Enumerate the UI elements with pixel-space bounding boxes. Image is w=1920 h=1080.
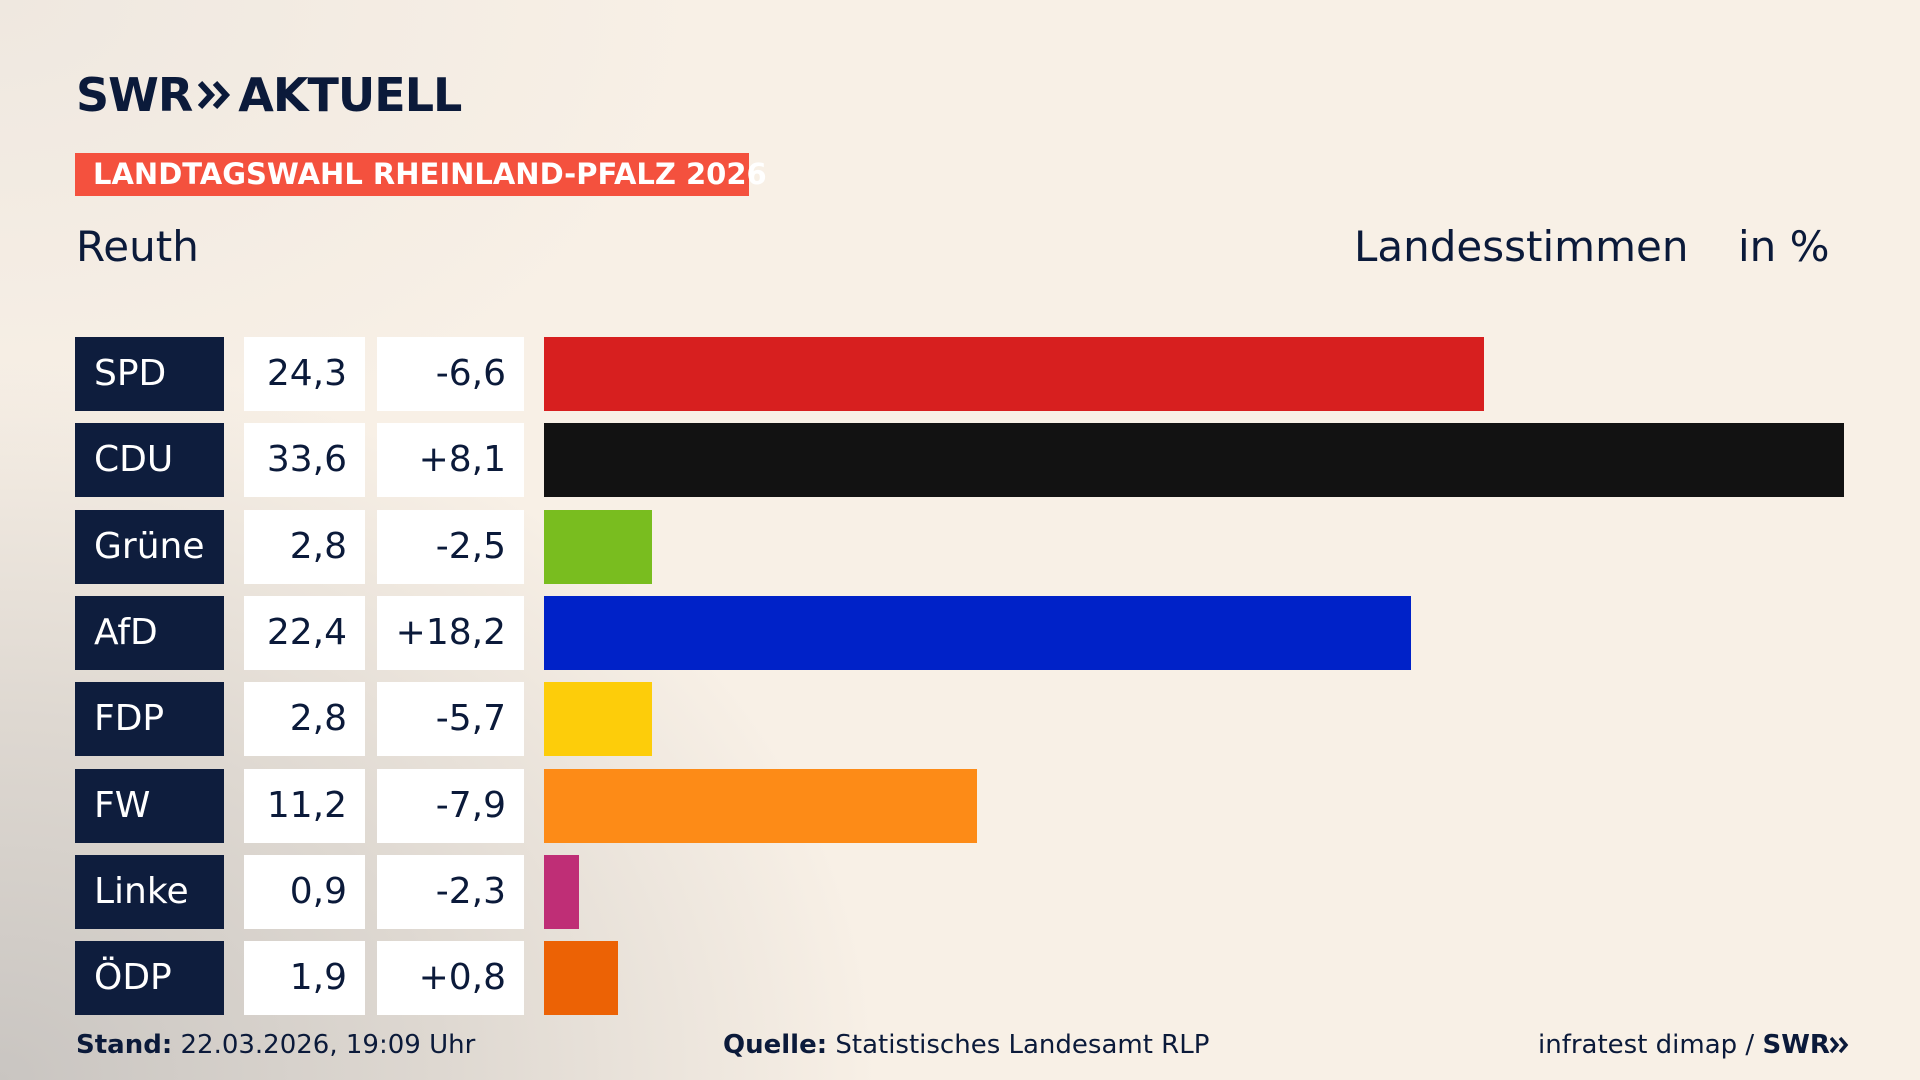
- brand-name: SWR: [76, 68, 193, 122]
- source-value: Statistisches Landesamt RLP: [835, 1030, 1210, 1060]
- change-label: +8,1: [377, 423, 524, 498]
- change-label: -7,9: [377, 768, 524, 843]
- party-label: CDU: [75, 423, 224, 498]
- bar: [544, 682, 653, 757]
- bar: [544, 854, 579, 929]
- stand: Stand: 22.03.2026, 19:09 Uhr: [76, 1030, 475, 1060]
- party-label: FDP: [75, 682, 224, 757]
- change-label: +18,2: [377, 595, 524, 670]
- change-label: -2,5: [377, 509, 524, 584]
- party-label: SPD: [75, 337, 224, 411]
- value-label: 2,8: [244, 509, 365, 584]
- value-label: 22,4: [244, 595, 365, 670]
- brand-section: AKTUELL: [238, 68, 462, 122]
- change-label: -5,7: [377, 682, 524, 757]
- bar: [544, 337, 1485, 411]
- bar: [544, 423, 1844, 498]
- chevrons: [1829, 1036, 1849, 1054]
- bar: [544, 595, 1411, 670]
- logo: SWR AKTUELL: [76, 68, 462, 122]
- credit-brand: SWR: [1762, 1030, 1830, 1060]
- party-label: Grüne: [75, 509, 224, 584]
- change-label: -6,6: [377, 337, 524, 411]
- source-label: Quelle:: [723, 1030, 828, 1060]
- stand-value: 22.03.2026, 19:09 Uhr: [180, 1030, 476, 1060]
- measure: Landesstimmen: [1354, 222, 1689, 271]
- party-label: Linke: [75, 854, 224, 929]
- stand-label: Stand:: [76, 1030, 173, 1060]
- credit-text: infratest dimap /: [1538, 1030, 1755, 1060]
- source: Quelle: Statistisches Landesamt RLP: [723, 1030, 1209, 1060]
- value-label: 2,8: [244, 682, 365, 757]
- bar: [544, 768, 978, 843]
- value-label: 0,9: [244, 854, 365, 929]
- bar: [544, 509, 653, 584]
- value-label: 33,6: [244, 423, 365, 498]
- value-label: 24,3: [244, 337, 365, 411]
- value-label: 11,2: [244, 768, 365, 843]
- value-label: 1,9: [244, 941, 365, 1016]
- party-label: AfD: [75, 595, 224, 670]
- unit: in %: [1738, 222, 1830, 271]
- party-label: FW: [75, 768, 224, 843]
- chart-title: Reuth: [76, 222, 199, 271]
- credit: infratest dimap / SWR: [1538, 1030, 1850, 1060]
- chevrons: [198, 80, 231, 110]
- tag: LANDTAGSWAHL RHEINLAND-PFALZ 2026: [75, 153, 767, 196]
- party-label: ÖDP: [75, 941, 224, 1016]
- bar: [544, 941, 618, 1016]
- change-label: -2,3: [377, 854, 524, 929]
- change-label: +0,8: [377, 941, 524, 1016]
